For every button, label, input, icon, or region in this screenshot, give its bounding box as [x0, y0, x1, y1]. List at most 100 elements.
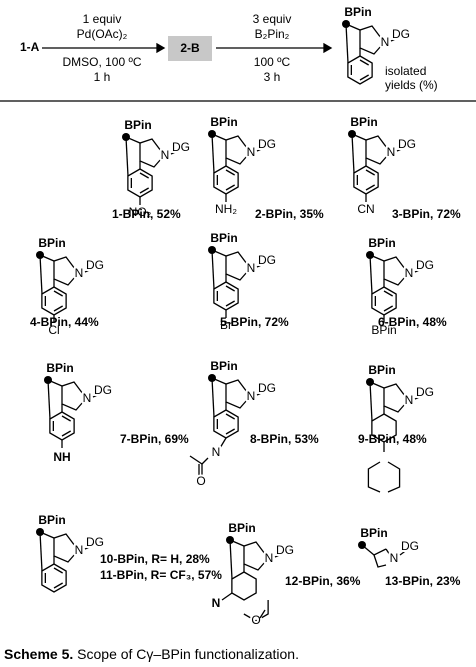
atom-label: DG [86, 535, 104, 549]
bond [170, 149, 181, 155]
double-bond [139, 172, 149, 179]
bond [256, 390, 267, 396]
atom-label: NH [53, 450, 70, 464]
double-bond [61, 430, 71, 437]
atom-label: DG [416, 385, 434, 399]
double-bond [53, 290, 63, 297]
bond [414, 267, 425, 273]
bond [414, 394, 425, 400]
atom-label: BPin [210, 231, 237, 245]
bond [243, 546, 266, 571]
atom-label: N [75, 266, 84, 280]
double-bond [383, 290, 393, 297]
bond [385, 548, 391, 556]
time: 3 h [264, 70, 281, 84]
atom-label: N [247, 261, 256, 275]
atom-label: N [381, 35, 390, 49]
reagent: 1 equiv [83, 12, 122, 26]
catalyst: B₂Pin₂ [255, 27, 290, 41]
atom-label: BPin [210, 115, 237, 129]
bond [345, 23, 382, 39]
bond [211, 249, 248, 265]
atom-label: N [212, 445, 221, 459]
bond [221, 592, 233, 601]
atom-label: Cl [48, 323, 59, 337]
bond [351, 133, 388, 149]
caption: Scheme 5. Scope of Cγ–BPin functionaliza… [4, 646, 299, 662]
reagent: 3 equiv [253, 12, 292, 26]
bond [225, 140, 248, 165]
compound-label: 11-BPin, R= CF₃, 57% [100, 568, 222, 582]
atom-label: NO₂ [129, 205, 152, 219]
bond [387, 461, 401, 493]
bond [359, 30, 382, 55]
double-bond [61, 415, 71, 422]
atom-label: DG [416, 258, 434, 272]
bond [39, 531, 43, 572]
compound: BPin NDG NH [44, 359, 114, 466]
compound: BPin NDG NH₂ [208, 113, 278, 218]
bond [345, 23, 349, 64]
bond [219, 437, 227, 449]
atom-label: N [83, 391, 92, 405]
atom-label: BPin [360, 526, 387, 540]
atom-label: DG [258, 137, 276, 151]
compound: BPin NDG BPin [366, 234, 436, 339]
compound-label: 13-BPin, 23% [385, 574, 461, 588]
bond [39, 254, 43, 295]
intermediate-box [168, 36, 212, 61]
double-bond [225, 428, 235, 435]
bond [383, 261, 406, 286]
atom-label: DG [392, 27, 410, 41]
double-bond [225, 169, 235, 176]
product-structure: BPin NDG [342, 3, 412, 85]
bond [211, 377, 215, 418]
compound-label: 3-BPin, 72% [392, 207, 461, 221]
compound-label: 10-BPin, R= H, 28% [100, 552, 210, 566]
atom-label: N [161, 148, 170, 162]
start-compound: 1-A [20, 40, 40, 54]
double-bond [225, 285, 235, 292]
compound: BPin NDG CN [348, 113, 418, 218]
product-note: yields (%) [385, 78, 438, 92]
double-bond [53, 567, 63, 574]
intermediate: 2-B [180, 41, 200, 55]
bond [351, 133, 355, 174]
compound-label: 4-BPin, 44% [30, 315, 99, 329]
compound-label: 9-BPin, 48% [358, 432, 427, 446]
ring [231, 571, 257, 601]
bond [92, 392, 103, 398]
compound-label: 12-BPin, 36% [285, 574, 361, 588]
atom-label: BPin [228, 521, 255, 535]
double-bond [383, 305, 393, 312]
atom-label: N [265, 551, 274, 565]
bond [47, 379, 51, 420]
bond [53, 261, 76, 286]
ring [41, 563, 67, 593]
atom-label: N [405, 266, 414, 280]
double-bond [359, 74, 369, 81]
bond [369, 254, 373, 295]
atom-label: N [390, 551, 399, 565]
bond [369, 381, 373, 422]
time: 1 h [94, 70, 111, 84]
atom-label: DG [86, 258, 104, 272]
atom-label: N [387, 145, 396, 159]
atom-label: O [251, 613, 260, 627]
bond [211, 133, 248, 149]
arrow-head [156, 42, 166, 54]
bond [47, 379, 84, 395]
bond [225, 384, 248, 409]
atom-label: BPin [371, 323, 396, 337]
bond [367, 461, 381, 493]
bond [229, 539, 233, 580]
catalyst: Pd(OAc)₂ [77, 27, 128, 41]
bond [390, 36, 401, 42]
atom-label: DG [258, 253, 276, 267]
caption-text: Scope of Cγ–BPin functionalization. [77, 646, 299, 662]
double-bond [53, 582, 63, 589]
bond [139, 143, 162, 168]
